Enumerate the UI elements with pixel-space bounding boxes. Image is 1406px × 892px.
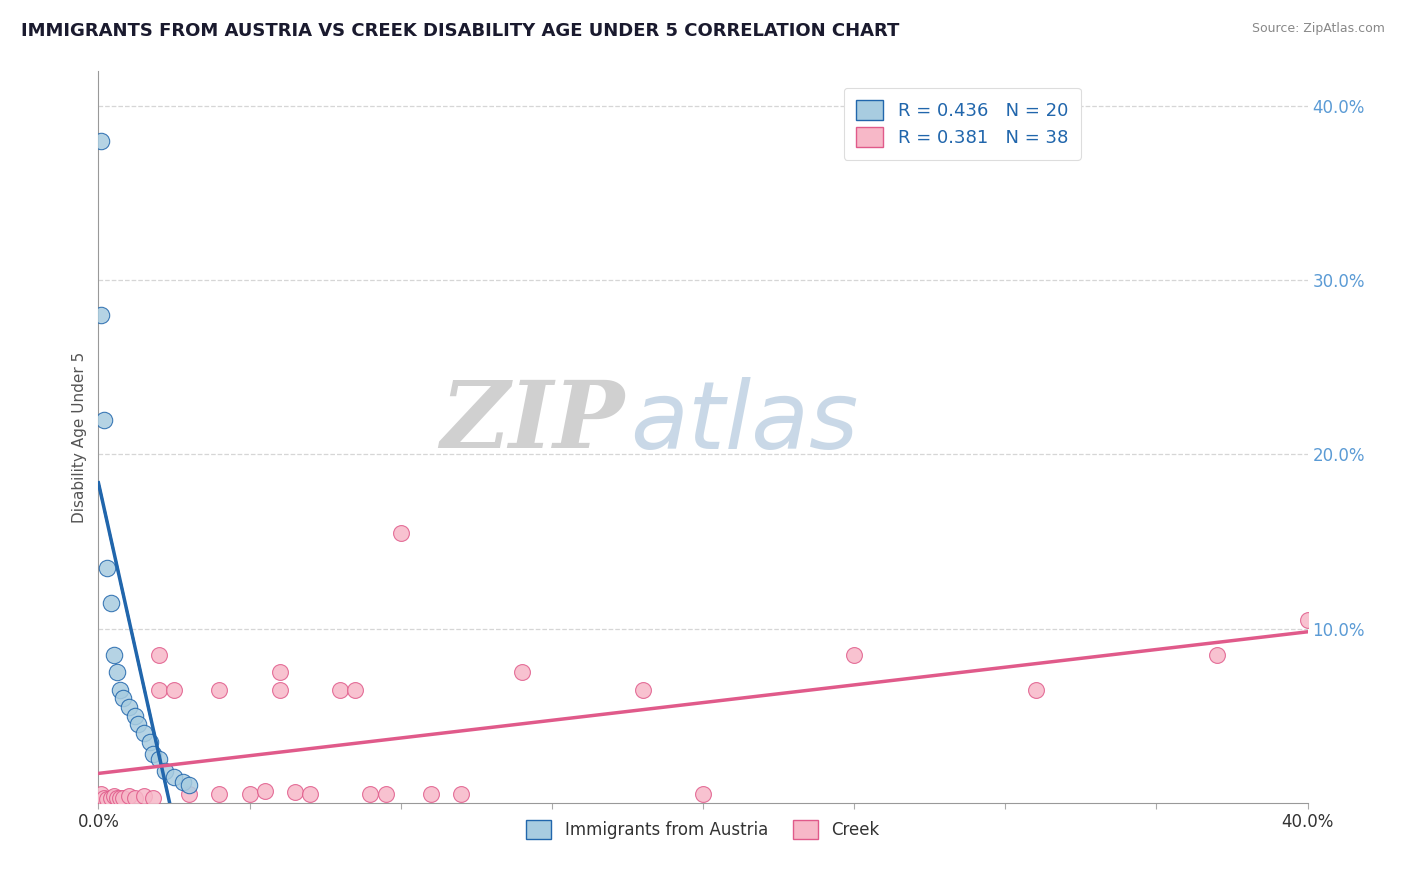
Y-axis label: Disability Age Under 5: Disability Age Under 5 — [72, 351, 87, 523]
Point — [111, 790, 134, 805]
Point — [1024, 682, 1046, 697]
Point — [132, 726, 155, 740]
Point — [510, 665, 533, 680]
Point — [127, 717, 149, 731]
Point — [105, 790, 128, 805]
Point — [1206, 648, 1229, 662]
Point — [360, 787, 382, 801]
Point — [208, 787, 231, 801]
Point — [148, 752, 170, 766]
Point — [100, 790, 122, 805]
Point — [844, 648, 866, 662]
Point — [124, 708, 146, 723]
Point — [1296, 613, 1319, 627]
Point — [105, 665, 128, 680]
Point — [389, 525, 412, 540]
Point — [163, 682, 186, 697]
Point — [344, 682, 367, 697]
Point — [90, 308, 112, 322]
Point — [163, 770, 186, 784]
Point — [329, 682, 352, 697]
Point — [90, 787, 112, 801]
Point — [172, 775, 194, 789]
Point — [269, 665, 291, 680]
Point — [124, 790, 146, 805]
Text: IMMIGRANTS FROM AUSTRIA VS CREEK DISABILITY AGE UNDER 5 CORRELATION CHART: IMMIGRANTS FROM AUSTRIA VS CREEK DISABIL… — [21, 22, 900, 40]
Point — [269, 682, 291, 697]
Point — [139, 735, 162, 749]
Point — [374, 787, 396, 801]
Point — [103, 648, 125, 662]
Point — [100, 595, 122, 609]
Point — [148, 648, 170, 662]
Point — [96, 560, 118, 574]
Point — [179, 778, 201, 792]
Point — [93, 790, 115, 805]
Point — [96, 792, 118, 806]
Point — [142, 747, 165, 761]
Point — [90, 134, 112, 148]
Point — [132, 789, 155, 803]
Point — [108, 682, 131, 697]
Point — [111, 691, 134, 706]
Point — [118, 700, 141, 714]
Point — [148, 682, 170, 697]
Legend: Immigrants from Austria, Creek: Immigrants from Austria, Creek — [520, 814, 886, 846]
Text: Source: ZipAtlas.com: Source: ZipAtlas.com — [1251, 22, 1385, 36]
Point — [179, 787, 201, 801]
Point — [118, 789, 141, 803]
Point — [93, 412, 115, 426]
Point — [142, 790, 165, 805]
Point — [108, 790, 131, 805]
Point — [299, 787, 322, 801]
Point — [208, 682, 231, 697]
Point — [103, 789, 125, 803]
Text: atlas: atlas — [630, 377, 859, 468]
Point — [253, 783, 276, 797]
Text: ZIP: ZIP — [440, 377, 624, 467]
Point — [420, 787, 443, 801]
Point — [692, 787, 714, 801]
Point — [153, 764, 176, 779]
Point — [450, 787, 472, 801]
Point — [284, 785, 307, 799]
Point — [239, 787, 262, 801]
Point — [631, 682, 654, 697]
